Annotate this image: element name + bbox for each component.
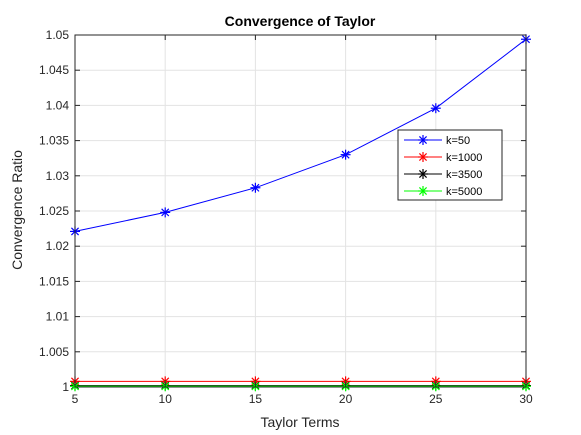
legend-label: k=1000 <box>446 152 482 164</box>
y-tick-label: 1.02 <box>46 239 70 253</box>
y-tick-label: 1.03 <box>46 169 70 183</box>
axes: 5 10 15 20 25 30 1 1.005 1.01 1.015 1.02 1.025 1.03 1… <box>39 28 533 406</box>
legend-label: k=3500 <box>446 169 482 181</box>
x-tick-label: 20 <box>339 392 353 406</box>
series-line-k=50 <box>74 38 527 232</box>
x-tick-label: 10 <box>159 392 173 406</box>
legend-label: k=5000 <box>446 186 482 198</box>
x-tick-label: 25 <box>429 392 443 406</box>
y-tick-label: 1.005 <box>39 345 69 359</box>
data-point-k=50 <box>430 103 441 114</box>
y-tick-label: 1 <box>62 380 69 394</box>
data-point-k=50 <box>160 207 171 218</box>
y-tick-label: 1.04 <box>46 98 70 112</box>
legend-marker <box>418 135 428 145</box>
x-axis-label: Taylor Terms <box>260 414 339 430</box>
data-point-k=50 <box>250 182 261 193</box>
chart-title: Convergence of Taylor <box>225 13 376 29</box>
legend-marker <box>418 169 428 179</box>
y-tick-label: 1.05 <box>46 28 70 42</box>
y-tick-label: 1.01 <box>46 310 70 324</box>
x-tick-label: 30 <box>519 392 533 406</box>
y-tick-label: 1.015 <box>39 274 69 288</box>
x-tick-label: 15 <box>249 392 263 406</box>
legend-marker <box>418 152 428 162</box>
x-tick-label: 5 <box>72 392 79 406</box>
legend-box <box>397 129 503 201</box>
data-point-k=50 <box>340 149 351 160</box>
y-tick-label: 1.035 <box>39 134 69 148</box>
legend-marker <box>418 186 428 196</box>
y-tick-label: 1.045 <box>39 63 69 77</box>
legend: k=50 k=1000 k=3500 k=5000 <box>397 129 503 201</box>
y-tick-label: 1.025 <box>39 204 69 218</box>
y-axis-label: Convergence Ratio <box>9 150 25 270</box>
legend-label: k=50 <box>446 135 470 147</box>
